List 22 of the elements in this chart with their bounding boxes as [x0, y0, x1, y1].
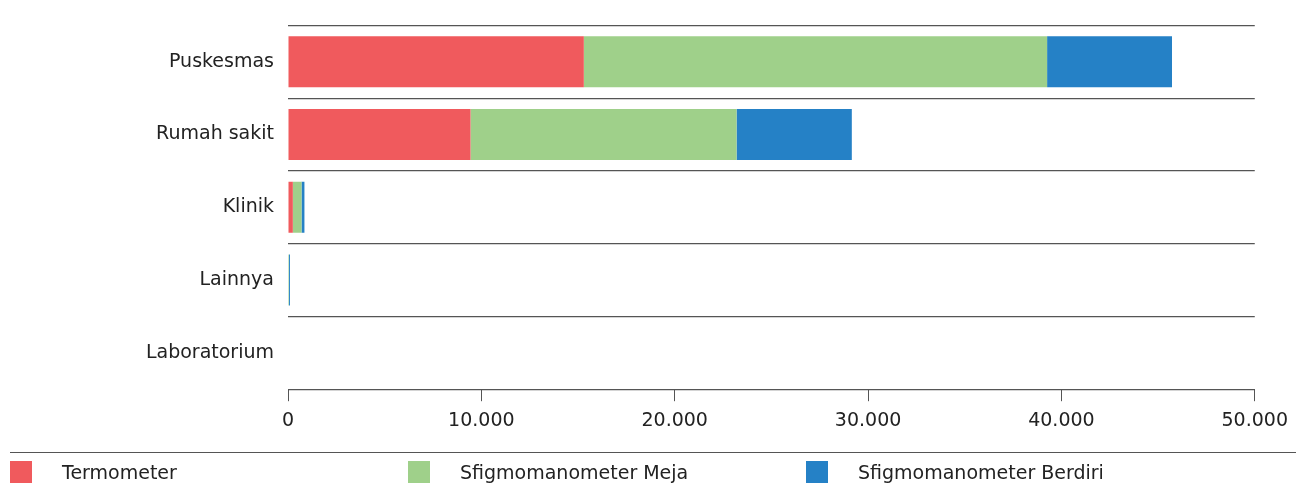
y-tick-label: Rumah sakit — [156, 121, 274, 144]
x-tick-label: 50.000 — [1221, 407, 1288, 430]
legend-label: Sfigmomanometer Meja — [460, 461, 689, 483]
y-tick-label: Klinik — [222, 194, 274, 217]
legend-label: Sfigmomanometer Berdiri — [858, 461, 1104, 483]
x-tick-label: 10.000 — [448, 407, 515, 430]
y-tick-label: Puskesmas — [168, 48, 274, 71]
bar — [288, 36, 584, 88]
bar — [736, 109, 852, 161]
bar — [470, 109, 737, 161]
y-tick-label: Laboratorium — [145, 339, 274, 362]
bar — [288, 181, 293, 233]
legend-label: Termometer — [62, 461, 177, 483]
x-tick-label: 0 — [281, 407, 295, 430]
x-tick-label: 40.000 — [1028, 407, 1095, 430]
bar — [1047, 36, 1173, 88]
bar — [583, 36, 1048, 88]
bar — [288, 109, 471, 161]
bar — [292, 181, 302, 233]
y-tick-label: Lainnya — [199, 267, 274, 289]
x-tick-label: 20.000 — [641, 407, 708, 430]
x-tick-label: 30.000 — [834, 407, 902, 430]
